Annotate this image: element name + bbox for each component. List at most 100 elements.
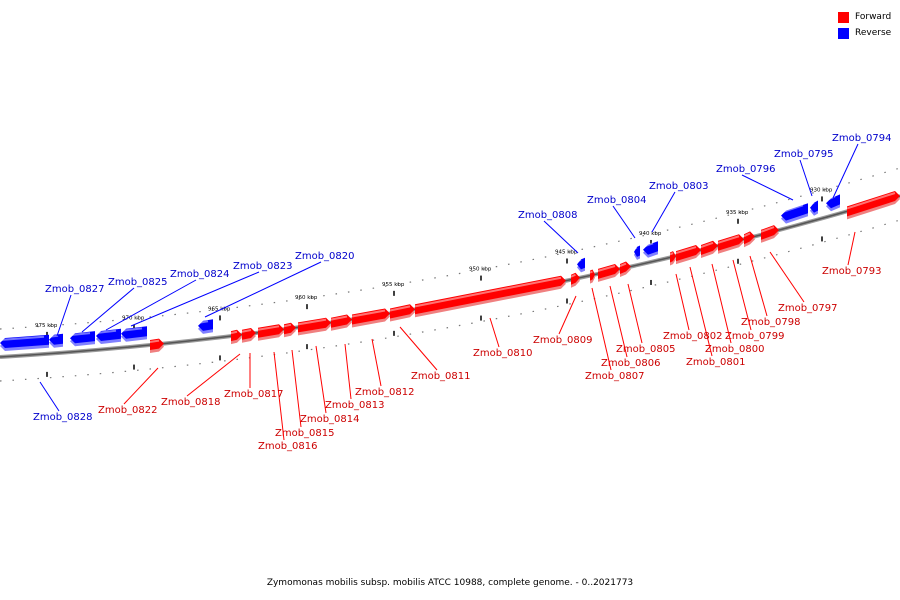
Zmob_0801-gene: [676, 245, 701, 262]
Zmob_0799-gene: [718, 234, 744, 251]
Zmob_0806-label: Zmob_0806: [601, 358, 661, 369]
Zmob_0828-gene: [0, 334, 49, 348]
tick-label-975: 975 kbp: [35, 323, 58, 329]
Zmob_0820-label: Zmob_0820: [295, 251, 355, 262]
Zmob_0795-leader-line: [799, 159, 813, 197]
Zmob_0804-leader-line: [612, 205, 636, 239]
Zmob_0811-leader-line: [399, 326, 438, 371]
tick-label-955: 955 kbp: [382, 282, 405, 288]
Zmob_0823-label: Zmob_0823: [233, 261, 293, 272]
Zmob_0813-leader-line: [344, 343, 352, 400]
Zmob_0812-gene: [352, 308, 390, 325]
Zmob_0814-leader-line: [315, 345, 327, 414]
Zmob_0820-gene: [198, 319, 213, 331]
Zmob_0822-leader-line: [123, 367, 159, 405]
Zmob_0827-gene: [49, 333, 63, 345]
tick-label-945: 945 kbp: [555, 250, 578, 256]
Zmob_0798-gene: [744, 231, 755, 245]
Zmob_0810-leader-line: [489, 317, 500, 348]
Zmob_0803-gene: [643, 241, 658, 255]
Zmob_0809-gene-highlight: [570, 273, 576, 278]
Zmob_0803-leader-line: [651, 191, 676, 233]
Zmob_0808-gene-highlight: [576, 258, 582, 263]
Zmob_0796-gene: [781, 203, 808, 221]
genome-caption: Zymomonas mobilis subsp. mobilis ATCC 10…: [266, 578, 634, 588]
Zmob_0820-gene-highlight: [197, 320, 209, 324]
Zmob_0807-leader-line: [591, 287, 612, 371]
tick-label-930: 930 kbp: [810, 187, 833, 193]
Zmob_0800-label: Zmob_0800: [705, 344, 765, 355]
Zmob_0828-leader-line: [39, 381, 60, 412]
Zmob_0794-label: Zmob_0794: [832, 133, 892, 144]
Zmob_0828-label: Zmob_0828: [33, 412, 93, 423]
Zmob_0798-label: Zmob_0798: [741, 317, 801, 328]
Zmob_0812-leader-line: [371, 338, 382, 387]
Zmob_0804-gene: [634, 245, 640, 257]
Zmob_0808-gene: [577, 257, 585, 270]
Zmob_0813-gene-highlight: [330, 315, 348, 321]
Zmob_0815-leader-line: [291, 349, 302, 428]
Zmob_0793-leader-line: [847, 231, 856, 266]
Zmob_0815-label: Zmob_0815: [275, 428, 335, 439]
Zmob_0816-leader-line: [273, 351, 285, 441]
Zmob_0823-gene-highlight: [120, 327, 143, 332]
Zmob_0806-gene: [598, 264, 620, 279]
Zmob_0809-label: Zmob_0809: [533, 335, 593, 346]
Zmob_0817-gene-highlight: [241, 329, 252, 333]
Zmob_0805-label: Zmob_0805: [616, 344, 676, 355]
Zmob_0811-gene: [390, 304, 415, 319]
Zmob_0828-gene-highlight: [0, 335, 45, 341]
Zmob_0808-leader-line: [543, 220, 579, 254]
Zmob_0824-leader-line: [105, 279, 197, 331]
Zmob_0804-gene-highlight: [633, 246, 638, 250]
Zmob_0810-gene: [415, 275, 566, 315]
Zmob_0814-label: Zmob_0814: [300, 414, 360, 425]
Zmob_0795-gene: [810, 200, 818, 213]
Zmob_0811-label: Zmob_0811: [411, 371, 471, 382]
reverse-guide-line: [0, 167, 900, 330]
Zmob_0798-leader-line: [749, 255, 768, 317]
Zmob_0822-label: Zmob_0822: [98, 405, 158, 416]
Zmob_0800-gene-highlight: [700, 241, 714, 248]
Zmob_0827-label: Zmob_0827: [45, 284, 105, 295]
Zmob_0810-label: Zmob_0810: [473, 348, 533, 359]
Zmob_0817-label: Zmob_0817: [224, 389, 284, 400]
Zmob_0801-label: Zmob_0801: [686, 357, 746, 368]
Zmob_0807-label: Zmob_0807: [585, 371, 645, 382]
Zmob_0801-leader-line: [689, 266, 713, 357]
Zmob_0818-leader-line: [186, 353, 241, 397]
Zmob_0806-leader-line: [609, 285, 628, 358]
Zmob_0796-label: Zmob_0796: [716, 164, 776, 175]
Zmob_0799-gene-highlight: [717, 235, 740, 244]
Zmob_0805-gene-highlight: [619, 262, 627, 267]
Zmob_0825-label: Zmob_0825: [108, 277, 168, 288]
Zmob_0802-gene-highlight: [669, 252, 674, 256]
Zmob_0818-gene: [231, 329, 242, 342]
Zmob_0799-leader-line: [732, 259, 752, 331]
Zmob_0811-gene-highlight: [389, 305, 411, 312]
Zmob_0802-leader-line: [675, 273, 690, 331]
Zmob_0800-gene: [701, 240, 718, 255]
Zmob_0824-gene: [96, 328, 121, 341]
Zmob_0803-label: Zmob_0803: [649, 181, 709, 192]
Zmob_0807-gene-highlight: [589, 270, 593, 274]
legend-forward-label: Forward: [855, 12, 892, 22]
Zmob_0802-gene: [670, 251, 676, 263]
Zmob_0815-gene-highlight: [283, 323, 292, 328]
Zmob_0814-gene-highlight: [297, 318, 327, 326]
Zmob_0815-gene: [284, 322, 296, 335]
Zmob_0803-gene-highlight: [642, 242, 654, 248]
Zmob_0797-gene: [761, 225, 779, 240]
Zmob_0807-gene: [590, 269, 595, 281]
Zmob_0809-leader-line: [558, 295, 577, 335]
Zmob_0796-gene-highlight: [780, 204, 804, 214]
Zmob_0798-gene-highlight: [743, 232, 751, 238]
Zmob_0813-gene: [331, 314, 352, 328]
Zmob_0824-label: Zmob_0824: [170, 269, 230, 280]
tick-label-950: 950 kbp: [469, 267, 492, 273]
Zmob_0795-gene-highlight: [809, 201, 815, 206]
Zmob_0816-gene: [258, 324, 284, 338]
Zmob_0816-gene-highlight: [257, 325, 280, 331]
tick-label-970: 970 kbp: [122, 316, 145, 322]
Zmob_0795-label: Zmob_0795: [774, 149, 834, 160]
